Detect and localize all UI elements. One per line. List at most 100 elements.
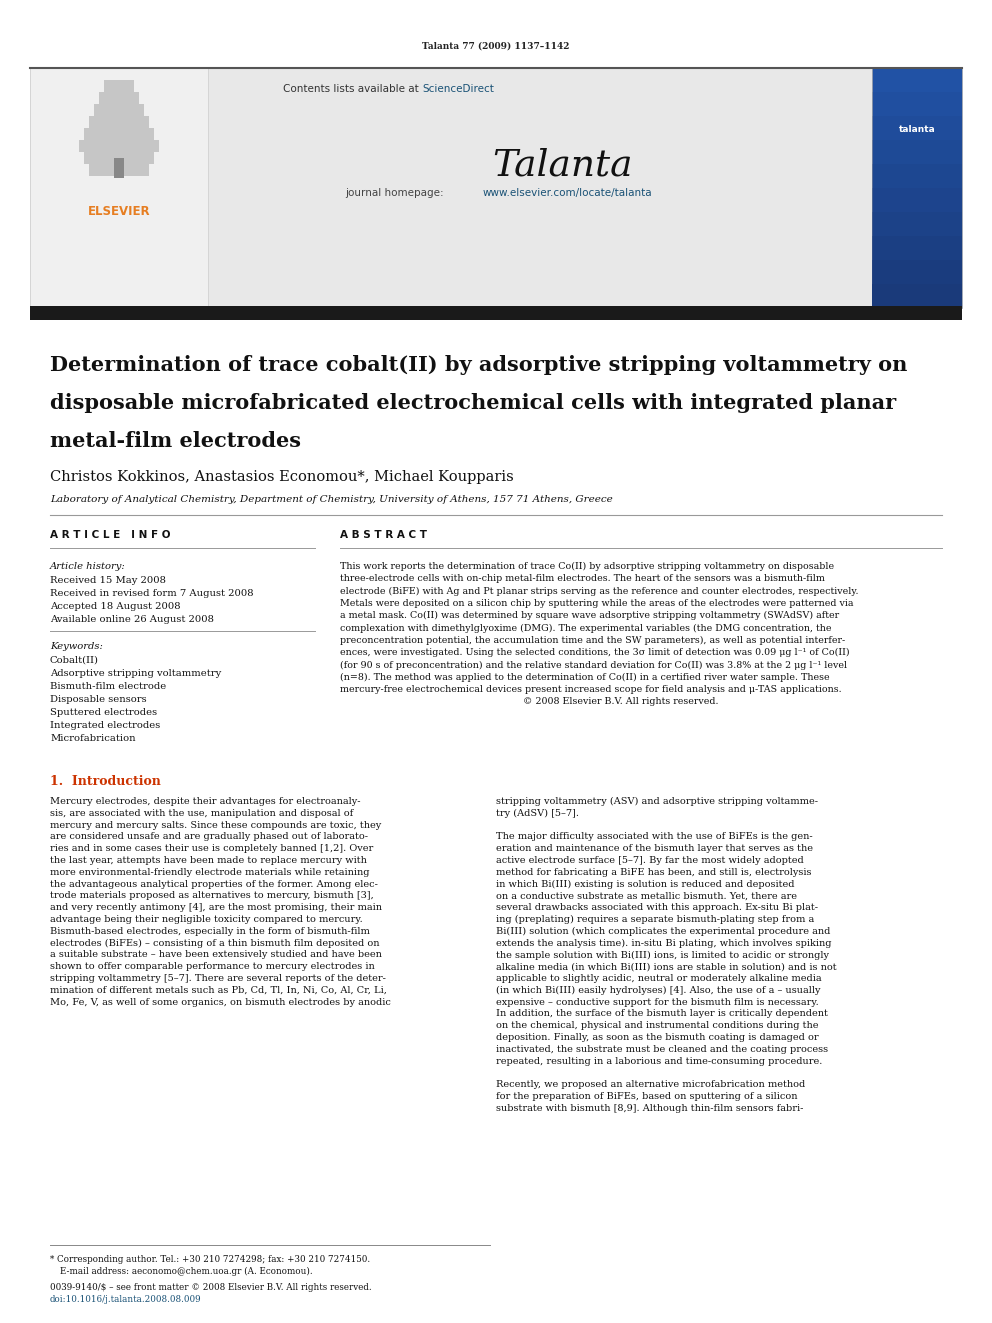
Text: 1.  Introduction: 1. Introduction bbox=[50, 775, 161, 789]
Text: active electrode surface [5–7]. By far the most widely adopted: active electrode surface [5–7]. By far t… bbox=[496, 856, 804, 865]
Text: ing (preplating) requires a separate bismuth-plating step from a: ing (preplating) requires a separate bis… bbox=[496, 916, 814, 925]
Text: eration and maintenance of the bismuth layer that serves as the: eration and maintenance of the bismuth l… bbox=[496, 844, 813, 853]
Text: and very recently antimony [4], are the most promising, their main: and very recently antimony [4], are the … bbox=[50, 904, 382, 912]
Text: on the chemical, physical and instrumental conditions during the: on the chemical, physical and instrument… bbox=[496, 1021, 818, 1031]
Text: Bismuth-based electrodes, especially in the form of bismuth-film: Bismuth-based electrodes, especially in … bbox=[50, 927, 370, 935]
Text: (n=8). The method was applied to the determination of Co(II) in a certified rive: (n=8). The method was applied to the det… bbox=[340, 672, 829, 681]
Text: Mercury electrodes, despite their advantages for electroanaly-: Mercury electrodes, despite their advant… bbox=[50, 796, 360, 806]
Text: more environmental-friendly electrode materials while retaining: more environmental-friendly electrode ma… bbox=[50, 868, 369, 877]
Text: trode materials proposed as alternatives to mercury, bismuth [3],: trode materials proposed as alternatives… bbox=[50, 892, 374, 901]
Text: several drawbacks associated with this approach. Ex-situ Bi plat-: several drawbacks associated with this a… bbox=[496, 904, 818, 912]
Text: ELSEVIER: ELSEVIER bbox=[87, 205, 151, 218]
Bar bbox=[872, 212, 962, 235]
Bar bbox=[872, 261, 962, 284]
Text: ences, were investigated. Using the selected conditions, the 3σ limit of detecti: ences, were investigated. Using the sele… bbox=[340, 648, 849, 658]
Text: Integrated electrodes: Integrated electrodes bbox=[50, 721, 161, 730]
Bar bbox=[872, 140, 962, 164]
Text: shown to offer comparable performance to mercury electrodes in: shown to offer comparable performance to… bbox=[50, 962, 375, 971]
Text: electrode (BiFE) with Ag and Pt planar strips serving as the reference and count: electrode (BiFE) with Ag and Pt planar s… bbox=[340, 586, 858, 595]
Text: Talanta 77 (2009) 1137–1142: Talanta 77 (2009) 1137–1142 bbox=[423, 42, 569, 52]
Text: Christos Kokkinos, Anastasios Economou*, Michael Koupparis: Christos Kokkinos, Anastasios Economou*,… bbox=[50, 470, 514, 484]
Text: advantage being their negligible toxicity compared to mercury.: advantage being their negligible toxicit… bbox=[50, 916, 363, 923]
Text: try (AdSV) [5–7].: try (AdSV) [5–7]. bbox=[496, 808, 579, 818]
Text: extends the analysis time). in-situ Bi plating, which involves spiking: extends the analysis time). in-situ Bi p… bbox=[496, 938, 831, 947]
Bar bbox=[872, 284, 962, 308]
Bar bbox=[84, 152, 154, 164]
Text: alkaline media (in which Bi(III) ions are stable in solution) and is not: alkaline media (in which Bi(III) ions ar… bbox=[496, 962, 836, 971]
Text: Metals were deposited on a silicon chip by sputtering while the areas of the ele: Metals were deposited on a silicon chip … bbox=[340, 599, 853, 607]
Text: complexation with dimethylglyoxime (DMG). The experimental variables (the DMG co: complexation with dimethylglyoxime (DMG)… bbox=[340, 623, 831, 632]
Text: In addition, the surface of the bismuth layer is critically dependent: In addition, the surface of the bismuth … bbox=[496, 1009, 828, 1019]
Text: © 2008 Elsevier B.V. All rights reserved.: © 2008 Elsevier B.V. All rights reserved… bbox=[340, 697, 718, 706]
Bar bbox=[872, 164, 962, 188]
Text: ScienceDirect: ScienceDirect bbox=[422, 83, 494, 94]
Bar bbox=[84, 128, 154, 140]
Bar bbox=[99, 93, 139, 105]
Text: expensive – conductive support for the bismuth film is necessary.: expensive – conductive support for the b… bbox=[496, 998, 818, 1007]
Text: sis, are associated with the use, manipulation and disposal of: sis, are associated with the use, manipu… bbox=[50, 808, 353, 818]
Text: Laboratory of Analytical Chemistry, Department of Chemistry, University of Athen: Laboratory of Analytical Chemistry, Depa… bbox=[50, 495, 613, 504]
Text: Accepted 18 August 2008: Accepted 18 August 2008 bbox=[50, 602, 181, 611]
Text: the sample solution with Bi(III) ions, is limited to acidic or strongly: the sample solution with Bi(III) ions, i… bbox=[496, 950, 829, 959]
Bar bbox=[872, 67, 962, 93]
Text: electrodes (BiFEs) – consisting of a thin bismuth film deposited on: electrodes (BiFEs) – consisting of a thi… bbox=[50, 938, 380, 947]
Text: 0039-9140/$ – see front matter © 2008 Elsevier B.V. All rights reserved.: 0039-9140/$ – see front matter © 2008 El… bbox=[50, 1283, 372, 1293]
Text: Contents lists available at: Contents lists available at bbox=[283, 83, 422, 94]
Bar bbox=[30, 306, 962, 320]
Text: (in which Bi(III) easily hydrolyses) [4]. Also, the use of a – usually: (in which Bi(III) easily hydrolyses) [4]… bbox=[496, 986, 820, 995]
Text: A R T I C L E   I N F O: A R T I C L E I N F O bbox=[50, 531, 171, 540]
Text: substrate with bismuth [8,9]. Although thin-film sensors fabri-: substrate with bismuth [8,9]. Although t… bbox=[496, 1103, 804, 1113]
Bar bbox=[104, 79, 134, 93]
Bar bbox=[872, 116, 962, 140]
Text: mercury-free electrochemical devices present increased scope for field analysis : mercury-free electrochemical devices pre… bbox=[340, 685, 841, 695]
Text: doi:10.1016/j.talanta.2008.08.009: doi:10.1016/j.talanta.2008.08.009 bbox=[50, 1295, 201, 1304]
Text: E-mail address: aeconomo@chem.uoa.gr (A. Economou).: E-mail address: aeconomo@chem.uoa.gr (A.… bbox=[60, 1267, 312, 1277]
Text: Microfabrication: Microfabrication bbox=[50, 734, 136, 744]
Text: Available online 26 August 2008: Available online 26 August 2008 bbox=[50, 615, 214, 624]
Text: repeated, resulting in a laborious and time-consuming procedure.: repeated, resulting in a laborious and t… bbox=[496, 1057, 822, 1065]
Text: ries and in some cases their use is completely banned [1,2]. Over: ries and in some cases their use is comp… bbox=[50, 844, 373, 853]
Text: journal homepage:: journal homepage: bbox=[345, 188, 446, 198]
Text: Recently, we proposed an alternative microfabrication method: Recently, we proposed an alternative mic… bbox=[496, 1080, 806, 1089]
Text: inactivated, the substrate must be cleaned and the coating process: inactivated, the substrate must be clean… bbox=[496, 1045, 828, 1054]
Text: method for fabricating a BiFE has been, and still is, electrolysis: method for fabricating a BiFE has been, … bbox=[496, 868, 811, 877]
Text: preconcentration potential, the accumulation time and the SW parameters), as wel: preconcentration potential, the accumula… bbox=[340, 636, 845, 644]
Text: stripping voltammetry (ASV) and adsorptive stripping voltamme-: stripping voltammetry (ASV) and adsorpti… bbox=[496, 796, 818, 806]
Text: Mo, Fe, V, as well of some organics, on bismuth electrodes by anodic: Mo, Fe, V, as well of some organics, on … bbox=[50, 998, 391, 1007]
Text: Bismuth-film electrode: Bismuth-film electrode bbox=[50, 681, 167, 691]
Text: three-electrode cells with on-chip metal-film electrodes. The heart of the senso: three-electrode cells with on-chip metal… bbox=[340, 574, 825, 583]
Bar bbox=[872, 235, 962, 261]
Text: Adsorptive stripping voltammetry: Adsorptive stripping voltammetry bbox=[50, 669, 221, 677]
Text: This work reports the determination of trace Co(II) by adsorptive stripping volt: This work reports the determination of t… bbox=[340, 562, 834, 572]
Text: www.elsevier.com/locate/talanta: www.elsevier.com/locate/talanta bbox=[483, 188, 653, 198]
Text: The major difficulty associated with the use of BiFEs is the gen-: The major difficulty associated with the… bbox=[496, 832, 812, 841]
Text: Disposable sensors: Disposable sensors bbox=[50, 695, 147, 704]
Text: Received 15 May 2008: Received 15 May 2008 bbox=[50, 576, 166, 585]
Bar bbox=[114, 157, 124, 179]
Text: Cobalt(II): Cobalt(II) bbox=[50, 656, 99, 665]
Text: the advantageous analytical properties of the former. Among elec-: the advantageous analytical properties o… bbox=[50, 880, 378, 889]
Text: a suitable substrate – have been extensively studied and have been: a suitable substrate – have been extensi… bbox=[50, 950, 382, 959]
Text: in which Bi(III) existing is solution is reduced and deposited: in which Bi(III) existing is solution is… bbox=[496, 880, 795, 889]
Text: applicable to slightly acidic, neutral or moderately alkaline media: applicable to slightly acidic, neutral o… bbox=[496, 974, 821, 983]
Bar bbox=[30, 67, 208, 308]
Bar bbox=[89, 116, 149, 128]
Bar bbox=[30, 67, 962, 308]
Text: deposition. Finally, as soon as the bismuth coating is damaged or: deposition. Finally, as soon as the bism… bbox=[496, 1033, 818, 1043]
Text: talanta: talanta bbox=[899, 124, 935, 134]
Bar bbox=[872, 188, 962, 212]
Text: Article history:: Article history: bbox=[50, 562, 126, 572]
Text: mination of different metals such as Pb, Cd, Tl, In, Ni, Co, Al, Cr, Li,: mination of different metals such as Pb,… bbox=[50, 986, 387, 995]
Text: are considered unsafe and are gradually phased out of laborato-: are considered unsafe and are gradually … bbox=[50, 832, 368, 841]
Text: the last year, attempts have been made to replace mercury with: the last year, attempts have been made t… bbox=[50, 856, 367, 865]
Text: a metal mask. Co(II) was determined by square wave adsorptive stripping voltamme: a metal mask. Co(II) was determined by s… bbox=[340, 611, 839, 620]
Text: mercury and mercury salts. Since these compounds are toxic, they: mercury and mercury salts. Since these c… bbox=[50, 820, 381, 830]
Text: Sputtered electrodes: Sputtered electrodes bbox=[50, 708, 157, 717]
Bar bbox=[872, 67, 962, 308]
Text: Keywords:: Keywords: bbox=[50, 642, 103, 651]
Text: Determination of trace cobalt(II) by adsorptive stripping voltammetry on: Determination of trace cobalt(II) by ads… bbox=[50, 355, 908, 374]
Text: (for 90 s of preconcentration) and the relative standard deviation for Co(II) wa: (for 90 s of preconcentration) and the r… bbox=[340, 660, 847, 669]
Text: on a conductive substrate as metallic bismuth. Yet, there are: on a conductive substrate as metallic bi… bbox=[496, 892, 797, 901]
Text: disposable microfabricated electrochemical cells with integrated planar: disposable microfabricated electrochemic… bbox=[50, 393, 896, 413]
Text: * Corresponding author. Tel.: +30 210 7274298; fax: +30 210 7274150.: * Corresponding author. Tel.: +30 210 72… bbox=[50, 1256, 370, 1263]
